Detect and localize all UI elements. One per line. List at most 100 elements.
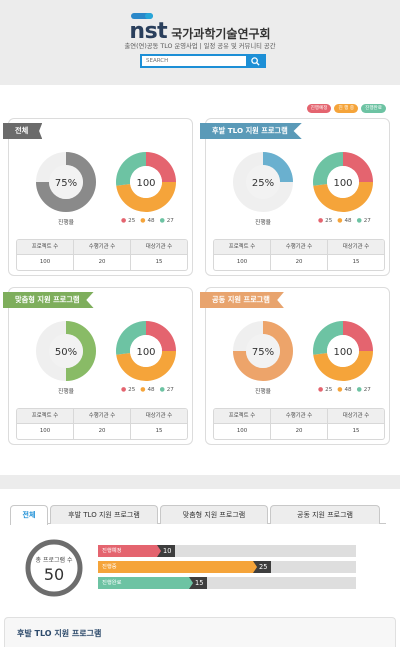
progress-label: 진행율 [255,389,271,395]
site-logo[interactable]: nst 국가과학기술연구회 [129,13,271,44]
stats-value-row: 100 20 15 [214,255,384,270]
donut-center-value: 100 [136,178,155,189]
tab-custom[interactable]: 맞춤형 지원 프로그램 [160,505,268,524]
stats-header-cell: 수행기관 수 [74,240,131,254]
status-count-value: 27 [166,387,174,393]
donut-segment [146,152,176,182]
status-count: ● 27 [357,386,371,393]
status-dot-icon: ● [356,386,364,393]
status-count-value: 48 [147,218,155,224]
status-dot-icon: ● [121,386,129,393]
donut-progress-arc [66,321,96,381]
stats-header-row: 프로젝트 수 수행기관 수 대상기관 수 [214,409,384,424]
stats-header-cell: 수행기관 수 [271,409,328,423]
status-dot-icon: ● [337,386,345,393]
card-title-ribbon: 맞춤형 지원 프로그램 [3,292,94,308]
search-button[interactable] [246,56,264,66]
status-count-value: 27 [363,387,371,393]
status-bars: 진행예정 10 진행중 25 진행완료 15 [98,545,356,593]
stats-value-row: 100 20 15 [214,424,384,439]
stats-value-cell: 20 [271,255,328,270]
status-count: ● 48 [140,217,154,224]
donut-center-value: 100 [333,178,352,189]
progress-donut: 25% [233,152,293,212]
stats-header-cell: 수행기관 수 [74,409,131,423]
stats-header-row: 프로젝트 수 수행기관 수 대상기관 수 [17,240,187,255]
stats-header-cell: 대상기관 수 [145,413,173,419]
progress-percent: 75% [55,178,77,189]
donut-segment [313,351,373,382]
total-value: 50 [44,565,64,584]
bar-value: 10 [157,545,176,557]
donut-center-value: 100 [333,347,352,358]
status-counts: ● 25 ● 48 ● 27 [318,217,371,224]
bar-label: 진행중 [102,564,117,570]
card-title-ribbon: 전체 [3,123,43,139]
total-label: 총 프로그램 수 [36,556,73,564]
stats-value-row: 100 20 15 [17,255,187,270]
stats-header-row: 프로젝트 수 수행기관 수 대상기관 수 [17,409,187,424]
bar-label: 진행예정 [102,548,122,554]
progress-donut: 50% [36,321,96,381]
stats-value-cell: 100 [17,255,74,270]
program-card-custom: 맞춤형 지원 프로그램 50% 100 진행율 ● 25 ● 48 ● 27 프로젝트 수 수행… [3,287,193,445]
stats-value-cell: 20 [74,424,131,439]
status-dot-icon: ● [337,217,345,224]
bar-fill [98,545,163,557]
donut-progress-arc [36,152,96,212]
status-legend: 진행예정 진 행 중 진행완료 [306,104,386,113]
donut-segment [116,152,146,186]
status-counts: ● 25 ● 48 ● 27 [318,386,371,393]
search-input[interactable] [142,56,246,66]
tab-joint[interactable]: 공동 지원 프로그램 [270,505,380,524]
stats-header-cell: 대상기관 수 [145,244,173,250]
status-donut: 100 [313,321,373,382]
progress-percent: 25% [252,178,274,189]
section-title: 후발 TLO 지원 프로그램 [17,629,102,638]
stats-value-cell: 100 [214,424,271,439]
org-name: 국가과학기술연구회 [171,27,271,41]
status-count: ● 27 [160,217,174,224]
status-dot-icon: ● [140,217,148,224]
tab-follow-tlo[interactable]: 후발 TLO 지원 프로그램 [50,505,158,524]
status-count-value: 48 [344,387,352,393]
search-icon [250,56,260,66]
stats-table: 프로젝트 수 수행기관 수 대상기관 수 100 20 15 [16,239,188,271]
status-count: ● 48 [140,386,154,393]
stats-header-row: 프로젝트 수 수행기관 수 대상기관 수 [214,240,384,255]
status-dot-icon: ● [318,386,326,393]
stats-value-cell: 100 [214,255,271,270]
card-title-ribbon: 후발 TLO 지원 프로그램 [200,123,302,139]
status-counts: ● 25 ● 48 ● 27 [121,217,174,224]
donut-segment [313,152,343,186]
progress-donut: 75% [36,152,96,212]
bar-fill [98,561,259,573]
status-count: ● 48 [337,386,351,393]
stats-header-cell: 수행기관 수 [271,240,328,254]
program-card-follow-tlo: 후발 TLO 지원 프로그램 25% 100 진행율 ● 25 ● 48 ● 27 프로젝트 … [200,118,390,276]
status-dot-icon: ● [121,217,129,224]
legend-planned: 진행예정 [306,104,332,113]
status-dot-icon: ● [159,386,167,393]
stats-value-cell: 15 [352,428,360,434]
program-card-joint: 공동 지원 프로그램 75% 100 진행율 ● 25 ● 48 ● 27 프로젝트 수 수행기… [200,287,390,445]
status-dot-icon: ● [356,217,364,224]
stats-value-cell: 15 [155,259,163,265]
donut-segment [343,321,373,351]
tab-all[interactable]: 전체 [10,505,48,525]
progress-label: 진행율 [58,389,74,395]
status-count-value: 48 [344,218,352,224]
logo-text: nst [129,19,168,44]
search-box [140,54,266,68]
section-divider [0,475,400,489]
stats-value-cell: 20 [74,255,131,270]
donut-center-value: 100 [136,347,155,358]
donut-segment [313,321,343,355]
program-card-all: 전체 75% 100 진행율 ● 25 ● 48 ● 27 프로젝트 수 수행기관 수 대상기관 … [3,118,193,276]
status-count-value: 27 [166,218,174,224]
stats-table: 프로젝트 수 수행기관 수 대상기관 수 100 20 15 [213,408,385,440]
progress-percent: 75% [252,347,274,358]
stats-value-cell: 20 [271,424,328,439]
logo-mark-icon [131,13,154,19]
status-count-value: 25 [325,387,333,393]
